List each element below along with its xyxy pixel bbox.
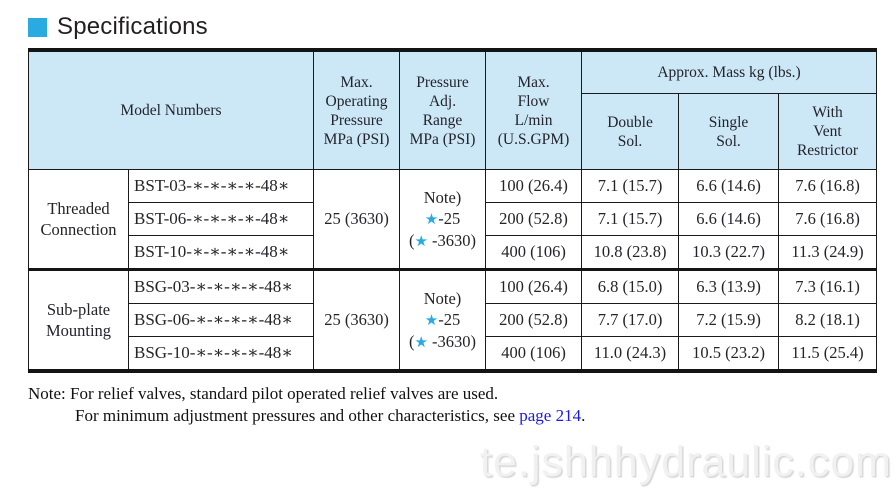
header-row-2: Double Sol. Single Sol. With Vent Restri… (29, 93, 878, 170)
single-sol-cell: 6.6 (14.6) (678, 169, 780, 203)
adj-range-note-cell: Note) ★-25 (★ -3630) (399, 169, 487, 270)
note-text: -3630) (427, 230, 477, 250)
single-sol-cell: 10.5 (23.2) (678, 336, 780, 372)
model-cell: BSG-06-∗-∗-∗-∗-48∗ (127, 303, 315, 337)
note-label: Note) (400, 288, 485, 309)
vent-restrictor-cell: 7.6 (16.8) (778, 169, 878, 203)
vent-restrictor-cell: 11.5 (25.4) (778, 336, 878, 372)
section-bullet-square-icon (28, 17, 47, 37)
flow-cell: 400 (106) (485, 336, 583, 372)
note-text: -25 (438, 309, 461, 329)
model-cell: BSG-03-∗-∗-∗-∗-48∗ (127, 268, 315, 304)
note-text: -25 (438, 208, 461, 228)
double-sol-cell: 7.1 (15.7) (581, 202, 680, 236)
footnote-line1: Note: For relief valves, standard pilot … (28, 384, 499, 403)
watermark: te.jshhhydraulic.com (480, 438, 892, 486)
footnote: Note: For relief valves, standard pilot … (28, 383, 894, 427)
header-max-flow: Max. Flow L/min (U.S.GPM) (485, 49, 583, 170)
vent-restrictor-cell: 7.6 (16.8) (778, 202, 878, 236)
note-range-max: (★ -3630) (400, 331, 485, 353)
adj-range-note-cell: Note) ★-25 (★ -3630) (399, 268, 487, 372)
footnote-line2: For minimum adjustment pressures and oth… (28, 405, 894, 427)
header-model-numbers: Model Numbers (27, 49, 315, 170)
header-pressure-adj-range: Pressure Adj. Range MPa (PSI) (399, 49, 487, 170)
flow-cell: 100 (26.4) (485, 268, 583, 304)
note-text: Note) (423, 288, 462, 308)
header-with-vent-restrictor: With Vent Restrictor (778, 93, 878, 170)
flow-cell: 200 (52.8) (485, 202, 583, 236)
note-text: ( (408, 230, 415, 250)
double-sol-cell: 7.7 (17.0) (581, 303, 680, 337)
footnote-line2-text: For minimum adjustment pressures and oth… (75, 406, 520, 425)
page-214-link[interactable]: page 214 (519, 406, 582, 425)
note-range-max: (★ -3630) (400, 230, 485, 252)
single-sol-cell: 7.2 (15.9) (678, 303, 780, 337)
header-double-sol: Double Sol. (581, 93, 680, 170)
flow-cell: 100 (26.4) (485, 169, 583, 203)
note-range-min: ★-25 (400, 208, 485, 230)
model-cell: BST-06-∗-∗-∗-∗-48∗ (127, 202, 315, 236)
table-row-bst-10: BST-10-∗-∗-∗-∗-48∗ 400 (106) 10.8 (23.8)… (29, 235, 878, 270)
table-row-bsg-03: Sub-plate Mounting BSG-03-∗-∗-∗-∗-48∗ 25… (28, 268, 878, 372)
single-sol-cell: 6.6 (14.6) (678, 202, 780, 236)
group-label-sub-plate-mounting: Sub-plate Mounting (28, 268, 129, 372)
table-row-bsg-06: BSG-06-∗-∗-∗-∗-48∗ 200 (52.8) 7.7 (17.0)… (29, 303, 878, 337)
single-sol-cell: 10.3 (22.7) (678, 235, 780, 270)
model-cell: BSG-10-∗-∗-∗-∗-48∗ (127, 336, 315, 372)
star-icon: ★ (414, 332, 428, 351)
note-label: Note) (400, 187, 485, 208)
model-cell: BST-10-∗-∗-∗-∗-48∗ (127, 235, 315, 270)
header-single-sol: Single Sol. (678, 93, 780, 170)
header-max-operating-pressure: Max. Operating Pressure MPa (PSI) (313, 49, 401, 170)
header-row-1: Model Numbers Max. Operating Pressure MP… (27, 49, 878, 170)
star-icon: ★ (424, 209, 439, 228)
vent-restrictor-cell: 11.3 (24.9) (778, 235, 878, 270)
page-title: Specifications (57, 13, 208, 40)
group-label-threaded-connection: Threaded Connection (28, 169, 129, 270)
operating-pressure-cell: 25 (3630) (313, 169, 401, 270)
flow-cell: 200 (52.8) (485, 303, 583, 337)
double-sol-cell: 11.0 (24.3) (581, 336, 680, 372)
table-row-bsg-10: BSG-10-∗-∗-∗-∗-48∗ 400 (106) 11.0 (24.3)… (29, 336, 878, 372)
specifications-table: Model Numbers Max. Operating Pressure MP… (27, 48, 878, 373)
model-cell: BST-03-∗-∗-∗-∗-48∗ (127, 169, 315, 203)
vent-restrictor-cell: 7.3 (16.1) (778, 268, 878, 304)
note-range-min: ★-25 (400, 309, 485, 331)
note-text: ( (408, 331, 415, 351)
star-icon: ★ (424, 310, 439, 329)
footnote-line2-period: . (581, 406, 586, 425)
note-text: Note) (423, 187, 462, 207)
double-sol-cell: 7.1 (15.7) (581, 169, 680, 203)
vent-restrictor-cell: 8.2 (18.1) (778, 303, 878, 337)
star-icon: ★ (414, 231, 428, 250)
section-header: Specifications (28, 13, 894, 41)
table-row-bst-03: Threaded Connection BST-03-∗-∗-∗-∗-48∗ 2… (28, 169, 878, 270)
operating-pressure-cell: 25 (3630) (313, 268, 401, 372)
double-sol-cell: 10.8 (23.8) (581, 235, 680, 270)
flow-cell: 400 (106) (485, 235, 583, 270)
double-sol-cell: 6.8 (15.0) (581, 268, 680, 304)
single-sol-cell: 6.3 (13.9) (678, 268, 780, 304)
header-approx-mass: Approx. Mass kg (lbs.) (581, 49, 878, 94)
note-text: -3630) (427, 331, 477, 351)
